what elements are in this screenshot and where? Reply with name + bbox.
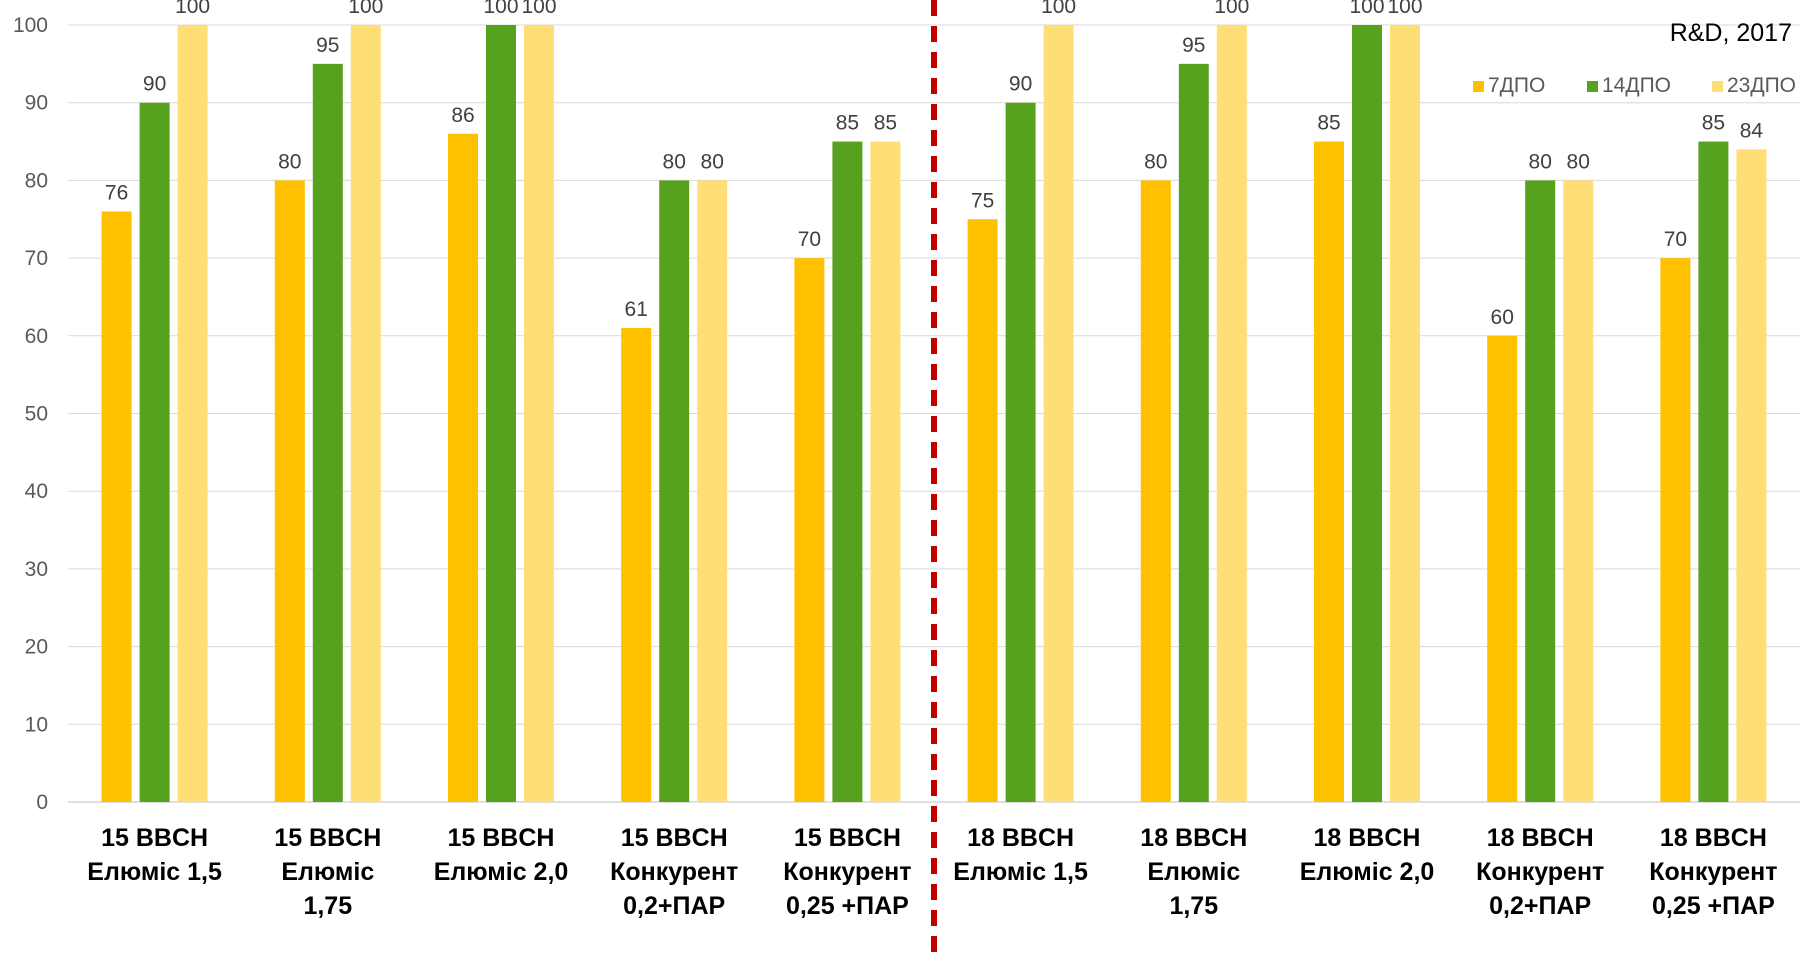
bar [794,258,825,803]
bar [1005,102,1036,802]
data-label: 100 [521,0,556,18]
bar [101,211,132,803]
data-label: 100 [483,0,518,18]
data-label: 80 [663,150,686,173]
bar [1216,25,1247,802]
data-label: 90 [1009,73,1032,96]
data-label: 90 [143,73,166,96]
bar [1043,25,1074,802]
y-tick-label: 50 [25,403,48,426]
bar [1352,25,1382,802]
bar [1563,180,1594,802]
y-tick-label: 20 [25,636,48,659]
bar [621,328,652,802]
bar [1698,141,1729,803]
bar [832,141,863,803]
data-label: 95 [316,34,339,57]
data-label: 100 [1214,0,1249,18]
bar [312,63,343,803]
bar [1178,63,1209,803]
bar [1487,335,1518,802]
category-label: 15 BBCH Конкурент 0,25 +ПАР [783,824,911,920]
bar [1660,258,1691,803]
bar [177,25,208,802]
data-label: 85 [836,112,859,135]
y-tick-label: 60 [25,325,48,348]
y-tick-label: 10 [25,713,48,736]
bar [1736,149,1767,802]
bar [1314,141,1344,803]
category-label: 15 BBCH Елюміс 1,5 [87,824,222,886]
y-axis-tick-labels: 0 10 20 30 40 50 60 70 80 90 100 [13,14,48,814]
data-label: 85 [874,112,897,135]
y-tick-label: 70 [25,247,48,270]
data-label: 100 [348,0,383,18]
y-tick-label: 40 [25,480,48,503]
data-label: 80 [701,150,724,173]
category-labels: 15 BBCH Елюміс 1,5 15 BBCH Елюміс 1,75 15 BBC… [87,824,1777,920]
bar [274,180,305,802]
bars [101,25,1767,803]
bar [139,102,170,802]
legend-label: 7ДПО [1488,74,1545,97]
category-label: 18 BBCH Елюміс 1,75 [1140,824,1247,920]
y-tick-label: 30 [25,558,48,581]
data-label: 80 [1567,150,1590,173]
data-label: 100 [175,0,210,18]
data-label: 86 [451,104,474,127]
legend-swatch [1473,81,1484,92]
legend-swatch [1712,81,1723,92]
bar [697,180,728,802]
bar [486,25,516,802]
bar [524,25,554,802]
category-label: 15 BBCH Конкурент 0,2+ПАР [610,824,738,920]
data-label: 100 [1349,0,1384,18]
legend-swatch [1587,81,1598,92]
category-label: 18 BBCH Елюміс 1,5 [953,824,1088,886]
y-tick-label: 0 [36,791,48,814]
bar [350,25,381,802]
category-label: 15 BBCH Елюміс 1,75 [274,824,381,920]
data-label: 100 [1041,0,1076,18]
y-tick-label: 80 [25,169,48,192]
data-label: 70 [798,228,821,251]
data-label: 95 [1182,34,1205,57]
data-label: 80 [1144,150,1167,173]
data-label: 60 [1491,306,1514,329]
data-label: 84 [1740,119,1764,142]
chart-note: R&D, 2017 [1670,19,1792,47]
bar [967,219,998,802]
bar [1140,180,1171,802]
data-label: 61 [625,298,648,321]
legend-label: 23ДПО [1727,74,1796,97]
data-label: 85 [1317,112,1340,135]
y-tick-label: 90 [25,92,48,115]
data-label: 80 [278,150,301,173]
category-label: 15 BBCH Елюміс 2,0 [434,824,569,886]
data-label: 80 [1529,150,1552,173]
data-label: 100 [1387,0,1422,18]
data-label: 76 [105,181,128,204]
legend: 7ДПО 14ДПО 23ДПО [1473,74,1796,97]
data-label: 70 [1664,228,1687,251]
bar [870,141,901,803]
bar [659,180,690,802]
category-label: 18 BBCH Конкурент 0,25 +ПАР [1649,824,1777,920]
data-label: 75 [971,189,994,212]
legend-label: 14ДПО [1602,74,1671,97]
bar [448,133,478,802]
data-label: 85 [1702,112,1725,135]
bar [1390,25,1420,802]
bar [1525,180,1556,802]
category-label: 18 BBCH Елюміс 2,0 [1300,824,1435,886]
category-label: 18 BBCH Конкурент 0,2+ПАР [1476,824,1604,920]
y-tick-label: 100 [13,14,48,37]
